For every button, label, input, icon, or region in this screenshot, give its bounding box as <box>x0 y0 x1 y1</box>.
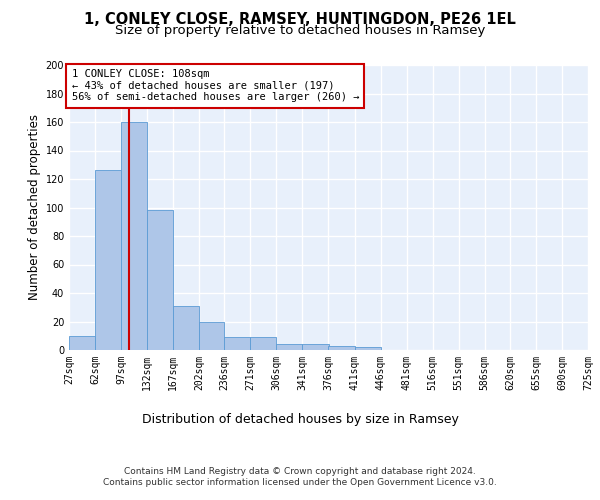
Bar <box>329 346 355 350</box>
Bar <box>69 336 95 350</box>
Bar <box>173 306 199 350</box>
Bar <box>277 344 302 350</box>
Text: Contains HM Land Registry data © Crown copyright and database right 2024.
Contai: Contains HM Land Registry data © Crown c… <box>103 468 497 487</box>
Bar <box>302 344 329 350</box>
Bar <box>147 210 173 350</box>
Bar <box>224 337 250 350</box>
Bar <box>95 170 121 350</box>
Bar <box>250 337 277 350</box>
Text: 1 CONLEY CLOSE: 108sqm
← 43% of detached houses are smaller (197)
56% of semi-de: 1 CONLEY CLOSE: 108sqm ← 43% of detached… <box>71 70 359 102</box>
Text: Distribution of detached houses by size in Ramsey: Distribution of detached houses by size … <box>142 412 458 426</box>
Bar <box>199 322 224 350</box>
Bar <box>121 122 147 350</box>
Y-axis label: Number of detached properties: Number of detached properties <box>28 114 41 300</box>
Text: 1, CONLEY CLOSE, RAMSEY, HUNTINGDON, PE26 1EL: 1, CONLEY CLOSE, RAMSEY, HUNTINGDON, PE2… <box>84 12 516 28</box>
Text: Size of property relative to detached houses in Ramsey: Size of property relative to detached ho… <box>115 24 485 37</box>
Bar <box>355 347 380 350</box>
